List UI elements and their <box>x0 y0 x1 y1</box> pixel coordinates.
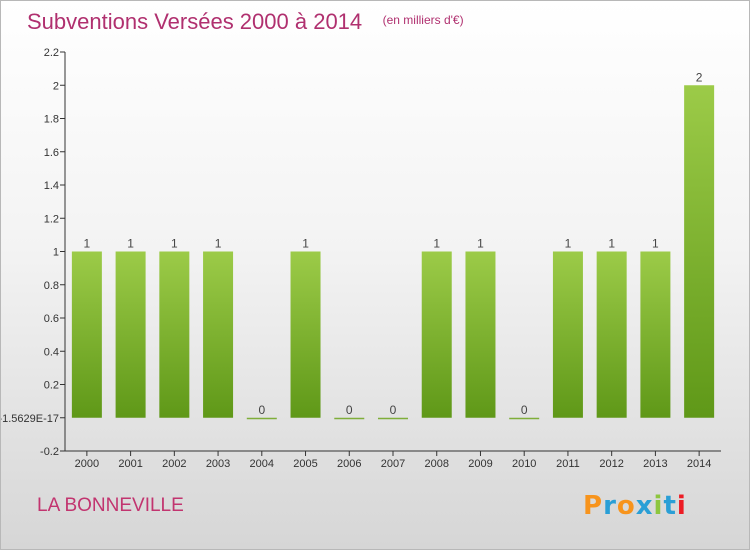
data-label-2011: 1 <box>565 237 572 251</box>
chart-subtitle: (en milliers d'€) <box>382 13 464 27</box>
y-tick-label: 1.6 <box>44 147 59 159</box>
y-tick-label: 0.6 <box>44 313 59 325</box>
bar-2013 <box>640 251 671 418</box>
bar-2010 <box>509 417 540 420</box>
x-tick-label-2014: 2014 <box>687 458 711 470</box>
y-tick-label: 0.8 <box>44 280 59 292</box>
data-label-2012: 1 <box>608 237 615 251</box>
data-label-2003: 1 <box>215 237 222 251</box>
data-label-2002: 1 <box>171 237 178 251</box>
x-tick-label-2010: 2010 <box>512 458 536 470</box>
proxiti-logo: Proxiti <box>583 491 687 521</box>
bar-2000 <box>71 251 102 418</box>
logo-letter: t <box>663 491 677 521</box>
data-label-2000: 1 <box>84 237 91 251</box>
data-label-2009: 1 <box>477 237 484 251</box>
x-tick-label-2007: 2007 <box>381 458 405 470</box>
title-block: Subventions Versées 2000 à 2014 (en mill… <box>27 9 464 35</box>
data-label-2004: 0 <box>258 403 265 417</box>
x-tick-label-2002: 2002 <box>162 458 186 470</box>
data-label-2013: 1 <box>652 237 659 251</box>
data-label-2006: 0 <box>346 403 353 417</box>
y-tick-label: 1.4 <box>44 180 59 192</box>
bar-2014 <box>684 85 715 418</box>
bar-2007 <box>378 417 408 420</box>
y-tick-label: 0.2 <box>44 380 59 392</box>
x-tick-label-2003: 2003 <box>206 458 230 470</box>
bar-2003 <box>203 251 234 418</box>
bar-2001 <box>115 251 146 418</box>
data-label-2010: 0 <box>521 403 528 417</box>
logo-letter: i <box>653 491 664 521</box>
logo-letter: i <box>676 491 687 521</box>
y-tick-label: 0.4 <box>44 346 59 358</box>
y-tick-label: 1.8 <box>44 114 59 126</box>
x-tick-label-2005: 2005 <box>293 458 317 470</box>
x-tick-label-2004: 2004 <box>250 458 274 470</box>
x-tick-label-2001: 2001 <box>118 458 142 470</box>
x-tick-label-2013: 2013 <box>643 458 667 470</box>
bar-2009 <box>465 251 496 418</box>
chart-title: Subventions Versées 2000 à 2014 <box>27 9 363 34</box>
commune-name: LA BONNEVILLE <box>37 495 184 516</box>
y-tick-label: 2.2 <box>44 47 59 59</box>
x-tick-label-2000: 2000 <box>75 458 99 470</box>
logo-letter: o <box>616 491 636 521</box>
x-tick-label-2011: 2011 <box>556 458 580 470</box>
y-tick-label: 1.2 <box>44 213 59 225</box>
data-label-2014: 2 <box>696 70 703 84</box>
logo-letter: r <box>603 491 617 521</box>
x-tick-label-2008: 2008 <box>424 458 448 470</box>
bar-2011 <box>552 251 583 418</box>
y-tick-label: -0.2 <box>40 446 59 458</box>
logo-letter: x <box>635 491 654 521</box>
bar-2004 <box>246 417 277 420</box>
x-tick-label-2009: 2009 <box>468 458 492 470</box>
y-tick-label: 2 <box>53 80 59 92</box>
bar-2002 <box>159 251 190 418</box>
x-tick-label-2006: 2006 <box>337 458 361 470</box>
bar-2012 <box>596 251 627 418</box>
x-tick-label-2012: 2012 <box>599 458 623 470</box>
data-label-2008: 1 <box>433 237 440 251</box>
logo-letter: P <box>583 491 604 521</box>
data-label-2005: 1 <box>302 237 309 251</box>
bar-2006 <box>334 417 365 420</box>
bar-2008 <box>421 251 452 418</box>
bar-2005 <box>290 251 321 418</box>
data-label-2001: 1 <box>127 237 134 251</box>
data-label-2007: 0 <box>390 403 397 417</box>
y-tick-label: 1 <box>53 247 59 259</box>
y-tick-label: -1.5629E-17 <box>1 413 59 425</box>
